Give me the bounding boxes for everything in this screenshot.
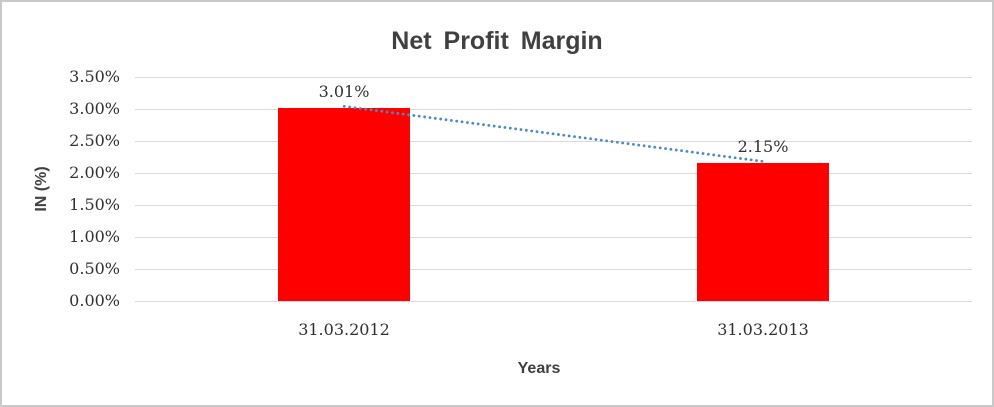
bar bbox=[278, 108, 410, 301]
y-tick-label: 1.50% bbox=[69, 195, 120, 214]
y-tick-label: 1.00% bbox=[69, 227, 120, 246]
gridline bbox=[135, 205, 972, 206]
x-category-label: 31.03.2013 bbox=[717, 320, 809, 339]
y-tick-label: 0.00% bbox=[69, 291, 120, 310]
bar bbox=[697, 163, 829, 301]
x-axis-title: Years bbox=[517, 360, 561, 377]
bar-value-label: 3.01% bbox=[318, 82, 370, 101]
gridline bbox=[135, 77, 972, 78]
x-category-label: 31.03.2012 bbox=[298, 320, 390, 339]
y-tick-label: 2.00% bbox=[69, 163, 120, 182]
y-tick-label: 2.50% bbox=[69, 131, 120, 150]
gridline bbox=[135, 237, 972, 238]
y-tick-label: 3.50% bbox=[69, 67, 120, 86]
gridline bbox=[135, 269, 972, 270]
gridline bbox=[135, 109, 972, 110]
gridline bbox=[135, 141, 972, 142]
gridline bbox=[135, 173, 972, 174]
chart-title: Net Profit Margin bbox=[391, 27, 603, 55]
y-tick-label: 0.50% bbox=[69, 259, 120, 278]
bar-value-label: 2.15% bbox=[737, 137, 789, 156]
y-tick-label: 3.00% bbox=[69, 99, 120, 118]
gridline bbox=[135, 301, 972, 302]
